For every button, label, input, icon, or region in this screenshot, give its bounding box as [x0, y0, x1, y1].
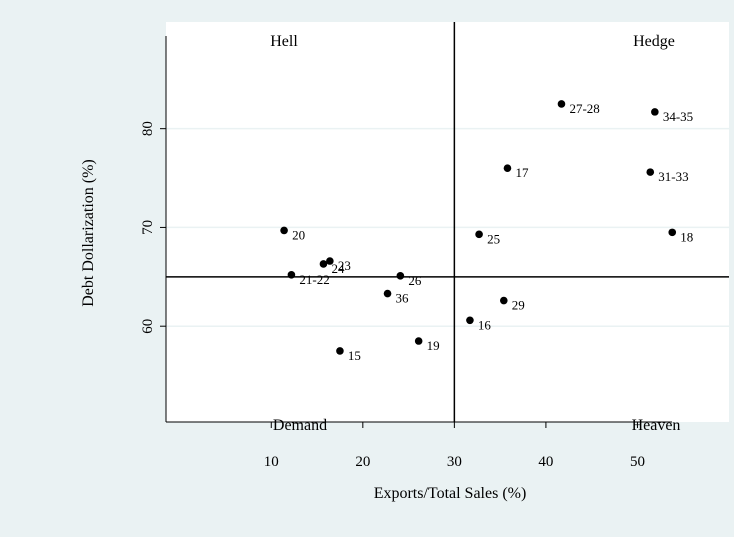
reference-lines: [166, 22, 729, 422]
data-point-label: 25: [487, 231, 500, 246]
x-tick-label: 40: [538, 454, 553, 470]
data-point-label: 16: [478, 317, 492, 332]
data-point-label: 36: [396, 291, 410, 306]
y-tick-label: 60: [140, 319, 156, 334]
data-point: [466, 316, 474, 325]
data-point-label: 29: [512, 298, 525, 313]
x-tick-label: 20: [355, 454, 370, 470]
data-point: [557, 100, 566, 108]
data-point-label: 17: [515, 165, 529, 180]
quadrant-label-hedge: Hedge: [633, 33, 675, 50]
data-point: [396, 272, 405, 280]
data-point: [651, 108, 659, 116]
data-point-label: 23: [338, 258, 351, 273]
data-point: [287, 271, 296, 279]
grid-lines: [166, 127, 729, 327]
data-point: [668, 228, 677, 237]
quadrant-label-heaven: Heaven: [632, 417, 681, 434]
plot-area: [166, 22, 729, 422]
data-point-label: 31-33: [658, 169, 688, 184]
data-point: [500, 296, 508, 305]
data-point: [336, 347, 344, 355]
data-point-label: 19: [427, 338, 440, 353]
data-point: [326, 257, 334, 265]
data-point-label: 34-35: [663, 109, 693, 124]
x-axis-title: Exports/Total Sales (%): [374, 485, 527, 502]
data-point-label: 24: [331, 261, 345, 276]
y-tick-label: 70: [140, 220, 156, 235]
data-point: [646, 168, 655, 176]
ticks: 10 20 30 40 50 60 70 80: [140, 121, 645, 470]
data-point: [280, 226, 288, 235]
data-point-label: 15: [348, 348, 361, 363]
data-point-label: 26: [408, 273, 422, 288]
y-axis-title: Debt Dollarization (%): [80, 159, 97, 307]
data-point: [503, 164, 512, 172]
data-point: [475, 230, 483, 239]
x-tick-label: 50: [630, 454, 645, 470]
data-point: [319, 260, 328, 268]
y-tick-label: 80: [140, 121, 156, 136]
data-point: [383, 289, 392, 298]
axes: [165, 36, 672, 423]
x-tick-label: 10: [264, 454, 279, 470]
x-tick-label: 30: [447, 454, 462, 470]
data-point-label: 20: [292, 227, 305, 242]
data-point-label: 18: [680, 229, 693, 244]
data-point-label: 27-28: [569, 101, 599, 116]
data-point-label: 21-22: [299, 272, 329, 287]
quadrant-label-hell: Hell: [270, 33, 298, 50]
data-point: [414, 337, 423, 345]
quadrant-label-demand: Demand: [273, 417, 327, 434]
